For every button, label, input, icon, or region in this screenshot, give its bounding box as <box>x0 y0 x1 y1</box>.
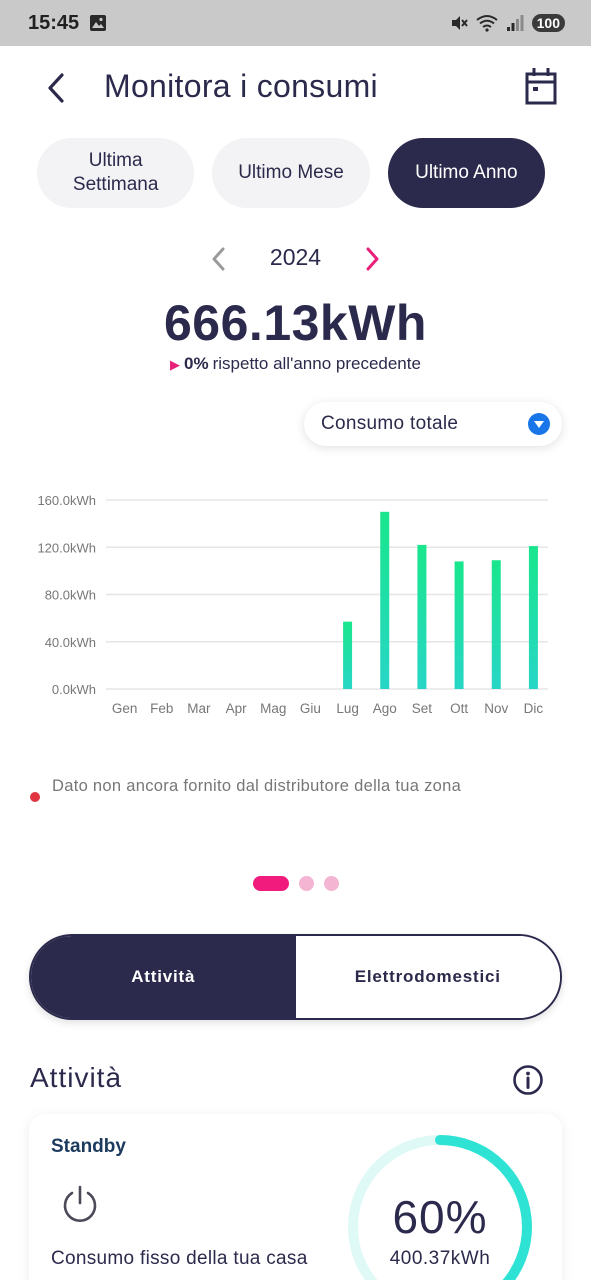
x-tick-label: Feb <box>150 701 173 716</box>
x-tick-label: Mar <box>187 701 211 716</box>
calendar-icon <box>525 68 557 105</box>
standby-card[interactable]: Standby Consumo fisso della tua casa 60%… <box>29 1114 562 1280</box>
progress-ring <box>348 1135 532 1280</box>
mute-icon <box>451 16 468 30</box>
bar-ago[interactable] <box>380 511 390 689</box>
page-dot-3[interactable] <box>323 876 339 891</box>
y-tick-label: 0.0kWh <box>52 682 96 697</box>
chevron-left-icon <box>212 247 225 271</box>
bar-ott[interactable] <box>454 561 464 689</box>
previous-year-button[interactable] <box>206 244 232 274</box>
category-segment-control: Attività Elettrodomestici <box>29 934 562 1020</box>
back-button[interactable] <box>40 68 72 108</box>
page-dot-2[interactable] <box>298 876 314 891</box>
gallery-icon <box>90 15 107 31</box>
triangle-right-icon: ▶ <box>170 357 181 372</box>
tab-last-month[interactable]: Ultimo Mese <box>212 138 370 208</box>
year-navigator: 2024 <box>0 240 591 276</box>
bar-lug[interactable] <box>343 621 353 689</box>
chevron-down-icon <box>528 413 550 435</box>
page-dot-1[interactable] <box>252 876 289 891</box>
bar-dic[interactable] <box>528 546 538 689</box>
standby-percent: 60% <box>392 1191 488 1243</box>
x-tick-label: Ott <box>450 701 468 716</box>
x-tick-label: Set <box>412 701 433 716</box>
bar-nov[interactable] <box>491 560 501 689</box>
consumption-chart: 0.0kWh 40.0kWh 80.0kWh 120.0kWh 160.0kWh Gen F… <box>0 480 591 730</box>
consumption-type-dropdown[interactable]: Consumo totale <box>304 402 562 446</box>
wifi-icon <box>476 15 498 32</box>
dropdown-selected-value: Consumo totale <box>321 413 459 434</box>
status-time: 15:45 <box>28 11 80 34</box>
card-title: Standby <box>51 1136 126 1157</box>
next-year-button[interactable] <box>359 244 385 274</box>
status-bar: 15:45 100 <box>0 0 591 46</box>
x-tick-label: Mag <box>260 701 286 716</box>
chevron-right-icon <box>366 247 379 271</box>
y-tick-label: 160.0kWh <box>37 493 96 508</box>
x-tick-label: Apr <box>226 701 248 716</box>
card-description: Consumo fisso della tua casa <box>51 1248 308 1269</box>
battery-level: 100 <box>531 14 565 32</box>
info-icon <box>513 1065 543 1095</box>
period-tabs: Ultima Settimana Ultimo Mese Ultimo Anno <box>37 138 545 208</box>
header: Monitora i consumi <box>0 46 591 130</box>
chevron-left-icon <box>48 73 64 103</box>
x-tick-label: Ago <box>373 701 397 716</box>
delta-text: rispetto all'anno precedente <box>212 354 421 373</box>
y-tick-label: 120.0kWh <box>37 540 96 555</box>
x-tick-label: Gen <box>112 701 138 716</box>
calendar-button[interactable] <box>524 66 558 106</box>
year-label: 2024 <box>269 244 322 270</box>
segment-appliances[interactable]: Elettrodomestici <box>295 936 560 1018</box>
bar-chart: 0.0kWh 40.0kWh 80.0kWh 120.0kWh 160.0kWh Gen F… <box>37 493 548 716</box>
segment-activities[interactable]: Attività <box>31 936 296 1018</box>
tab-last-year[interactable]: Ultimo Anno <box>387 138 545 208</box>
page-indicator <box>0 876 591 891</box>
y-tick-label: 80.0kWh <box>45 588 96 603</box>
signal-icon <box>506 15 524 31</box>
section-title: Attività <box>30 1062 123 1093</box>
bar-set[interactable] <box>417 544 427 689</box>
power-icon <box>61 1184 99 1224</box>
data-note: Dato non ancora fornito dal distributore… <box>30 776 550 802</box>
x-tick-label: Dic <box>524 701 544 716</box>
red-dot-icon <box>30 792 40 802</box>
y-tick-label: 40.0kWh <box>45 635 96 650</box>
x-tick-label: Nov <box>484 701 508 716</box>
x-tick-label: Lug <box>336 701 359 716</box>
page-title: Monitora i consumi <box>104 68 378 104</box>
tab-last-week[interactable]: Ultima Settimana <box>37 138 195 208</box>
standby-value: 400.37kWh <box>389 1248 491 1269</box>
year-over-year-delta: ▶ 0% rispetto all'anno precedente <box>0 354 591 374</box>
total-consumption: 666.13kWh <box>164 295 427 351</box>
delta-percent: 0% <box>184 354 209 373</box>
x-tick-label: Giu <box>300 701 321 716</box>
info-button[interactable] <box>512 1064 544 1096</box>
note-text: Dato non ancora fornito dal distributore… <box>52 777 462 795</box>
